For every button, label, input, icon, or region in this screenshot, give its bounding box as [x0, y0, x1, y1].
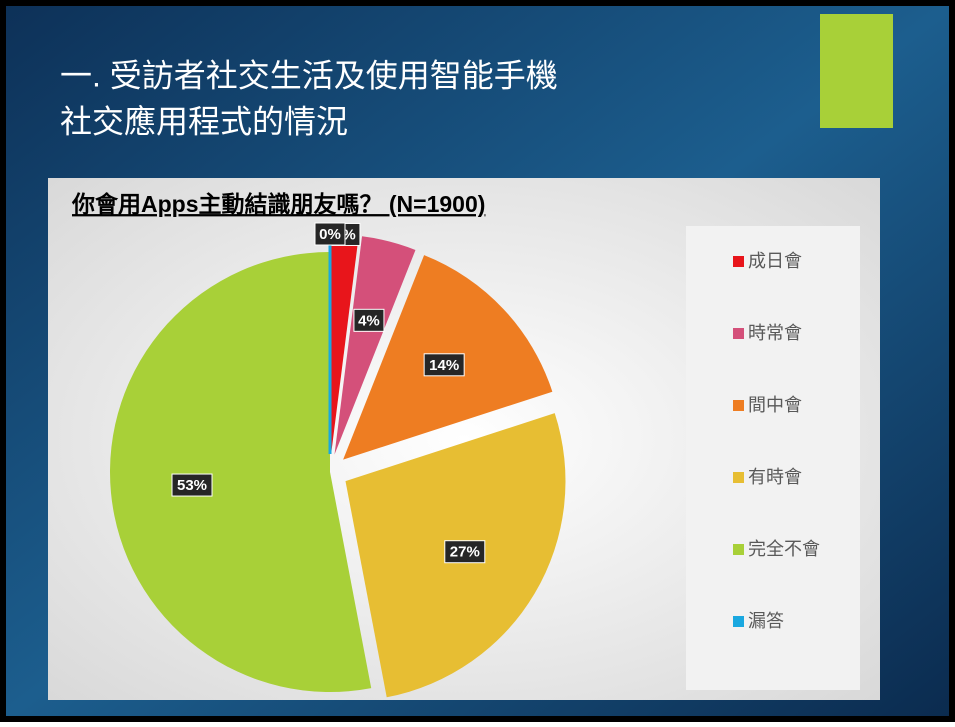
slide-title: 一. 受訪者社交生活及使用智能手機	[60, 57, 558, 93]
data-label-box	[314, 222, 346, 246]
accent-block	[820, 14, 893, 128]
legend-swatch	[733, 328, 744, 339]
legend-box	[686, 226, 860, 690]
pie-slice	[110, 251, 372, 693]
data-label: 53%	[177, 477, 207, 494]
data-label: 27%	[450, 544, 480, 561]
data-label: 14%	[429, 357, 459, 374]
pie-slice	[331, 234, 359, 455]
legend-swatch	[733, 616, 744, 627]
data-label-box	[353, 308, 385, 332]
data-label: 4%	[358, 312, 380, 329]
legend-label: 有時會	[748, 467, 802, 487]
data-label: 0%	[319, 226, 341, 243]
chart-title: 你會用Apps主動結識朋友嗎？ (N=1900)	[71, 191, 485, 217]
legend-swatch	[733, 400, 744, 411]
legend-swatch	[733, 256, 744, 267]
legend-label: 間中會	[748, 395, 802, 415]
data-label-box	[171, 473, 213, 497]
legend-swatch	[733, 472, 744, 483]
legend-swatch	[733, 544, 744, 555]
slide-title: 社交應用程式的情況	[60, 103, 348, 139]
data-label-box	[423, 353, 465, 377]
legend-label: 完全不會	[748, 539, 820, 559]
legend-label: 時常會	[748, 323, 802, 343]
pie-slice	[334, 236, 416, 455]
legend-label: 漏答	[748, 611, 784, 631]
legend-label: 成日會	[748, 251, 802, 271]
data-label-box	[444, 540, 486, 564]
